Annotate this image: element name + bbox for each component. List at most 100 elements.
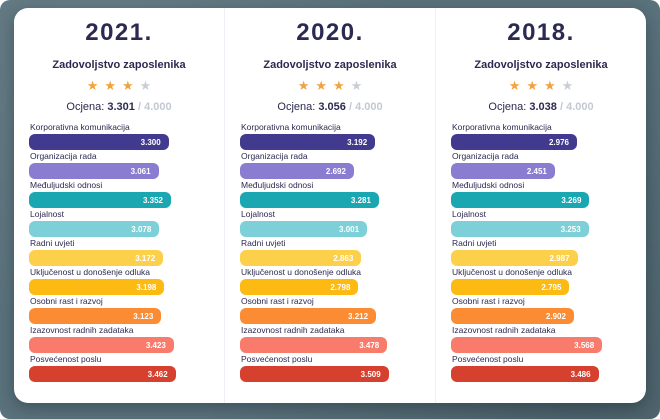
- bars-list: Korporativna komunikacija 3.300 Organiza…: [29, 123, 209, 382]
- bar-fill: 3.509: [240, 366, 389, 382]
- star-filled-icon: ★: [333, 78, 345, 93]
- bar-row: Uključenost u donošenje odluka 2.795: [451, 268, 631, 295]
- star-filled-icon: ★: [122, 78, 134, 93]
- bar-track: 2.863: [240, 250, 420, 266]
- bar-label: Organizacija rada: [30, 151, 97, 161]
- score-value: 3.056: [318, 101, 346, 113]
- score-line: Ocjena: 3.056 / 4.000: [240, 101, 420, 114]
- bar-label: Lojalnost: [452, 209, 487, 219]
- bar-value: 2.692: [325, 166, 346, 176]
- score-label: Ocjena:: [66, 101, 105, 113]
- year-column: 2018. Zadovoljstvo zaposlenika ★ ★ ★ ★ Ocje…: [435, 8, 646, 403]
- bar-label: Korporativna komunikacija: [30, 122, 130, 132]
- year-columns: 2021. Zadovoljstvo zaposlenika ★ ★ ★ ★ Ocje…: [14, 8, 646, 403]
- bar-row: Korporativna komunikacija 2.976: [451, 123, 631, 150]
- bar-value: 3.300: [140, 137, 161, 147]
- bar-row: Uključenost u donošenje odluka 2.798: [240, 268, 420, 295]
- bar-fill: 3.198: [29, 279, 165, 295]
- bar-fill: 3.172: [29, 250, 164, 266]
- bar-value: 3.509: [360, 369, 381, 379]
- bar-value: 3.253: [560, 224, 581, 234]
- bar-label: Izazovnost radnih zadataka: [241, 325, 345, 335]
- star-filled-icon: ★: [508, 78, 521, 93]
- bar-value: 2.798: [330, 282, 351, 292]
- year-title: 2021.: [85, 19, 153, 46]
- bar-row: Radni uvjeti 2.863: [240, 239, 420, 266]
- stars: ★ ★ ★ ★: [240, 78, 420, 93]
- bar-track: 3.509: [240, 366, 420, 382]
- bar-label: Izazovnost radnih zadataka: [452, 325, 556, 335]
- bar-value: 3.078: [131, 224, 152, 234]
- bar-track: 3.172: [29, 250, 209, 266]
- bar-fill: 3.486: [451, 366, 599, 382]
- bar-track: 3.198: [29, 279, 209, 295]
- bar-label: Uključenost u donošenje odluka: [30, 267, 151, 277]
- bar-label: Organizacija rada: [452, 151, 519, 161]
- bar-track: 3.462: [29, 366, 209, 382]
- bar-fill: 2.795: [451, 279, 570, 295]
- bars-list: Korporativna komunikacija 3.192 Organiza…: [240, 123, 420, 382]
- score-max: / 4.000: [559, 101, 594, 113]
- bar-value: 3.061: [130, 166, 151, 176]
- bar-track: 3.486: [451, 366, 631, 382]
- bar-row: Međuljudski odnosi 3.352: [29, 181, 209, 208]
- bar-value: 3.212: [348, 311, 369, 321]
- report-card: 2021. Zadovoljstvo zaposlenika ★ ★ ★ ★ Ocje…: [14, 8, 646, 403]
- bar-fill: 3.568: [451, 337, 603, 353]
- bar-row: Posvećenost poslu 3.486: [451, 355, 631, 382]
- satisfaction-subtitle: Zadovoljstvo zaposlenika: [263, 59, 397, 71]
- bar-fill: 2.451: [451, 163, 555, 179]
- bar-value: 3.486: [570, 369, 591, 379]
- bar-fill: 3.192: [240, 134, 376, 150]
- bar-label: Radni uvjeti: [30, 238, 75, 248]
- bar-fill: 3.462: [29, 366, 176, 382]
- bar-value: 2.795: [541, 282, 562, 292]
- bar-track: 3.423: [29, 337, 209, 353]
- bar-label: Međuljudski odnosi: [241, 180, 314, 190]
- bar-row: Osobni rast i razvoj 2.902: [451, 297, 631, 324]
- bar-value: 3.269: [561, 195, 582, 205]
- bar-fill: 2.692: [240, 163, 354, 179]
- bar-label: Radni uvjeti: [241, 238, 286, 248]
- score-max: / 4.000: [137, 101, 172, 113]
- bar-label: Lojalnost: [30, 209, 65, 219]
- bar-value: 3.123: [133, 311, 154, 321]
- bar-value: 3.192: [347, 137, 368, 147]
- score-line: Ocjena: 3.038 / 4.000: [451, 101, 631, 114]
- bar-track: 3.478: [240, 337, 420, 353]
- bar-row: Izazovnost radnih zadataka 3.478: [240, 326, 420, 353]
- stars: ★ ★ ★ ★: [451, 78, 631, 93]
- bar-label: Lojalnost: [241, 209, 276, 219]
- bar-fill: 2.798: [240, 279, 359, 295]
- bar-fill: 2.976: [451, 134, 577, 150]
- bar-row: Posvećenost poslu 3.462: [29, 355, 209, 382]
- bar-label: Uključenost u donošenje odluka: [452, 267, 573, 277]
- bar-track: 3.061: [29, 163, 209, 179]
- bar-value: 3.281: [350, 195, 371, 205]
- bar-track: 3.568: [451, 337, 631, 353]
- star-empty-icon: ★: [561, 78, 574, 93]
- bar-fill: 2.902: [451, 308, 574, 324]
- bar-fill: 3.478: [240, 337, 388, 353]
- star-filled-icon: ★: [86, 78, 99, 93]
- score-value: 3.038: [529, 101, 557, 113]
- column-header: 2021. Zadovoljstvo zaposlenika ★ ★ ★ ★ Ocje…: [29, 18, 209, 114]
- bar-track: 3.078: [29, 221, 209, 237]
- bar-value: 3.172: [135, 253, 156, 263]
- star-filled-icon: ★: [526, 78, 538, 93]
- bar-track: 2.798: [240, 279, 420, 295]
- bar-track: 3.281: [240, 192, 420, 208]
- bar-row: Korporativna komunikacija 3.300: [29, 123, 209, 150]
- bar-fill: 3.001: [240, 221, 368, 237]
- star-empty-icon: ★: [350, 78, 363, 93]
- stars: ★ ★ ★ ★: [29, 78, 209, 93]
- bar-row: Osobni rast i razvoj 3.123: [29, 297, 209, 324]
- bar-value: 2.451: [526, 166, 547, 176]
- bar-track: 3.123: [29, 308, 209, 324]
- bar-track: 3.001: [240, 221, 420, 237]
- bar-row: Međuljudski odnosi 3.281: [240, 181, 420, 208]
- star-filled-icon: ★: [104, 78, 116, 93]
- bar-row: Osobni rast i razvoj 3.212: [240, 297, 420, 324]
- bar-fill: 3.253: [451, 221, 589, 237]
